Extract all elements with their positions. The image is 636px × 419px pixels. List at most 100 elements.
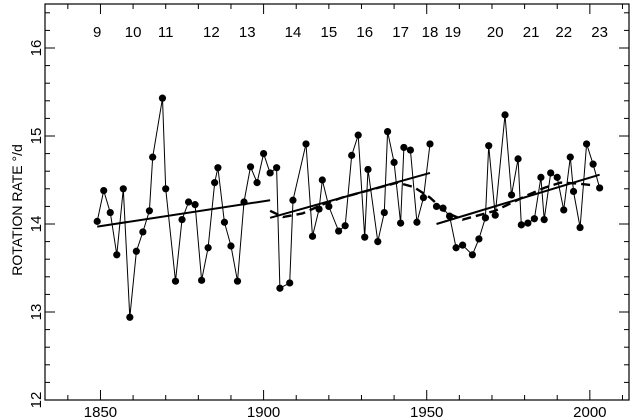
data-point [439, 204, 447, 212]
y-tick-label: 13 [28, 304, 45, 321]
data-point [566, 153, 574, 161]
x-tick-label: 2000 [573, 404, 606, 419]
data-point [468, 251, 476, 259]
y-tick-label: 12 [28, 392, 45, 409]
data-point [158, 94, 167, 102]
data-point [286, 279, 294, 287]
data-point [383, 128, 392, 136]
cycle-label: 23 [591, 24, 608, 41]
data-point [178, 216, 186, 224]
data-point [596, 184, 604, 192]
data-point [240, 198, 248, 206]
data-point [266, 169, 274, 177]
data-point [524, 219, 532, 227]
data-point [582, 140, 591, 148]
data-point [198, 276, 206, 284]
data-point [432, 202, 441, 210]
data-point [253, 179, 261, 187]
data-point [540, 216, 548, 224]
data-point [560, 206, 568, 214]
cycle-label: 19 [444, 24, 461, 41]
cycle-label: 17 [392, 24, 409, 41]
data-point [220, 218, 229, 226]
data-point [553, 173, 561, 181]
trend-line-segment [97, 199, 271, 228]
plot-frame [44, 3, 630, 401]
data-point [315, 205, 323, 213]
data-series [93, 94, 604, 321]
data-point [341, 222, 349, 230]
y-axis-label: ROTATION RATE °/d [9, 144, 25, 276]
cycle-label: 18 [422, 24, 439, 41]
data-connector-line [96, 98, 431, 318]
data-point [119, 185, 127, 193]
data-point [547, 169, 555, 177]
data-point [106, 208, 114, 217]
cycle-label: 15 [320, 24, 337, 41]
data-point [348, 151, 356, 159]
data-point [191, 201, 199, 209]
data-point [325, 202, 333, 210]
data-point [289, 196, 297, 204]
cycle-label: 11 [158, 24, 174, 41]
data-point [491, 211, 499, 219]
data-point [149, 153, 157, 161]
data-point [374, 238, 382, 246]
data-point [113, 251, 121, 259]
data-point [233, 277, 242, 285]
data-point [413, 218, 421, 226]
data-point [204, 244, 212, 252]
cycle-label: 21 [523, 24, 540, 41]
data-point [214, 164, 222, 172]
data-point [364, 165, 372, 174]
data-point [517, 221, 525, 229]
x-tick-label: 1950 [410, 404, 443, 419]
ticks: 1850 1900 1950 2000 12 13 14 15 16 [28, 4, 629, 419]
y-tick-label: 15 [28, 128, 45, 145]
data-point [514, 155, 522, 163]
data-point [485, 142, 493, 150]
data-point [537, 173, 545, 181]
axes [44, 3, 630, 401]
cycle-label: 16 [356, 24, 373, 41]
data-point [390, 158, 398, 166]
cycle-label: 22 [555, 24, 572, 41]
data-point [400, 143, 408, 152]
x-tick-label: 1900 [247, 404, 280, 419]
data-point [481, 214, 490, 222]
data-point [100, 186, 108, 195]
data-point [273, 164, 281, 172]
data-point [171, 277, 180, 285]
data-point [318, 176, 326, 184]
data-point [259, 150, 268, 158]
data-point [501, 111, 509, 119]
y-tick-label: 16 [28, 40, 45, 57]
data-point [139, 228, 147, 236]
data-point [184, 198, 193, 206]
data-point [302, 140, 310, 148]
data-connector-line [436, 114, 601, 256]
cycle-label: 20 [487, 24, 504, 41]
data-point [530, 215, 538, 223]
data-point [452, 244, 460, 252]
data-point [227, 242, 235, 250]
cycle-labels: 9 10 11 12 13 14 15 16 17 18 19 20 21 22 23 [93, 24, 608, 41]
data-point [419, 194, 428, 202]
cycle-label: 10 [125, 24, 142, 41]
data-point [589, 160, 597, 168]
cycle-label: 12 [203, 24, 220, 41]
data-point [569, 187, 578, 196]
data-point [507, 191, 516, 199]
data-point [132, 247, 140, 255]
data-point [246, 163, 255, 171]
data-point [211, 179, 219, 187]
data-point [576, 223, 584, 232]
data-point [335, 227, 343, 235]
data-point [445, 212, 454, 220]
x-tick-label: 1850 [84, 404, 117, 419]
cycle-label: 14 [285, 24, 302, 41]
data-point [162, 185, 170, 193]
cycle-label: 13 [239, 24, 256, 41]
data-point [380, 208, 388, 217]
